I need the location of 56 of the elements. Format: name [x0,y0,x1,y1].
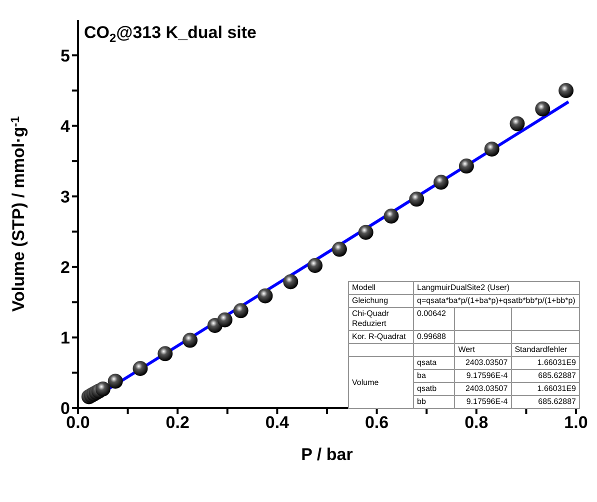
x-tick-label: 0.8 [464,413,488,432]
point [258,288,273,304]
annotation: 0.99688 [414,330,455,344]
point [535,101,550,116]
annotation: ba [414,370,455,382]
y-tick-label: 2 [60,258,70,277]
annotation: 1.66031E9 [511,356,580,370]
chart-title: CO$_{2}$@313 K_dual site [84,23,256,45]
point [510,116,525,132]
y-tick-label: 1 [60,328,70,348]
x-axis-title: P / bar [301,445,354,464]
point [217,312,232,328]
annotation: 9.17596E-4 [454,370,512,382]
point [233,303,248,318]
y-tick-label: 4 [60,116,71,136]
point [108,374,123,389]
point [132,360,148,376]
point [458,158,474,174]
annotation: 2403.03507 [454,356,512,370]
annotation: 0.00642 [414,308,455,330]
point [332,242,347,257]
annotation: 9.17596E-4 [454,396,512,408]
annotation: Wert [454,344,512,356]
annotation: Standardfehler [511,344,580,356]
annotation: 2403.03507 [454,382,512,396]
point [558,83,574,98]
annotation: bb [414,396,455,408]
point [182,332,198,348]
annotation: LangmuirDualSite2 (User) [414,282,580,294]
annotation: Gleichung [348,294,414,308]
x-tick-label: 0.4 [265,413,290,432]
annotation: 1.66031E9 [511,382,580,396]
point [434,174,449,190]
annotation: Volume [348,356,414,408]
point [484,142,500,157]
x-tick-label: 0.6 [364,413,389,432]
y-tick-label: 3 [60,187,70,206]
annotation: 685.62887 [511,396,580,408]
annotation: Modell [348,282,414,294]
x-tick-label: 1.0 [564,413,588,432]
annotation: 685.62887 [511,370,580,382]
point [95,381,110,396]
x-tick-label: 0.0 [66,413,90,432]
x-tick-label: 0.2 [166,413,190,432]
y-tick-label: 5 [60,46,70,66]
annotation: qsata [414,356,455,370]
annotation: qsatb [414,382,455,396]
point [308,258,323,273]
point [409,192,424,207]
point [158,346,173,362]
annotation: Kor. R-Quadrat [348,330,414,344]
point [283,274,298,290]
point [358,224,374,240]
annotation: Chi-Quadr Reduziert [348,308,414,330]
point [384,208,399,224]
annotation: q=qsata*ba*p/(1+ba*p)+qsatb*bb*p/(1+bb*p) [414,294,580,308]
